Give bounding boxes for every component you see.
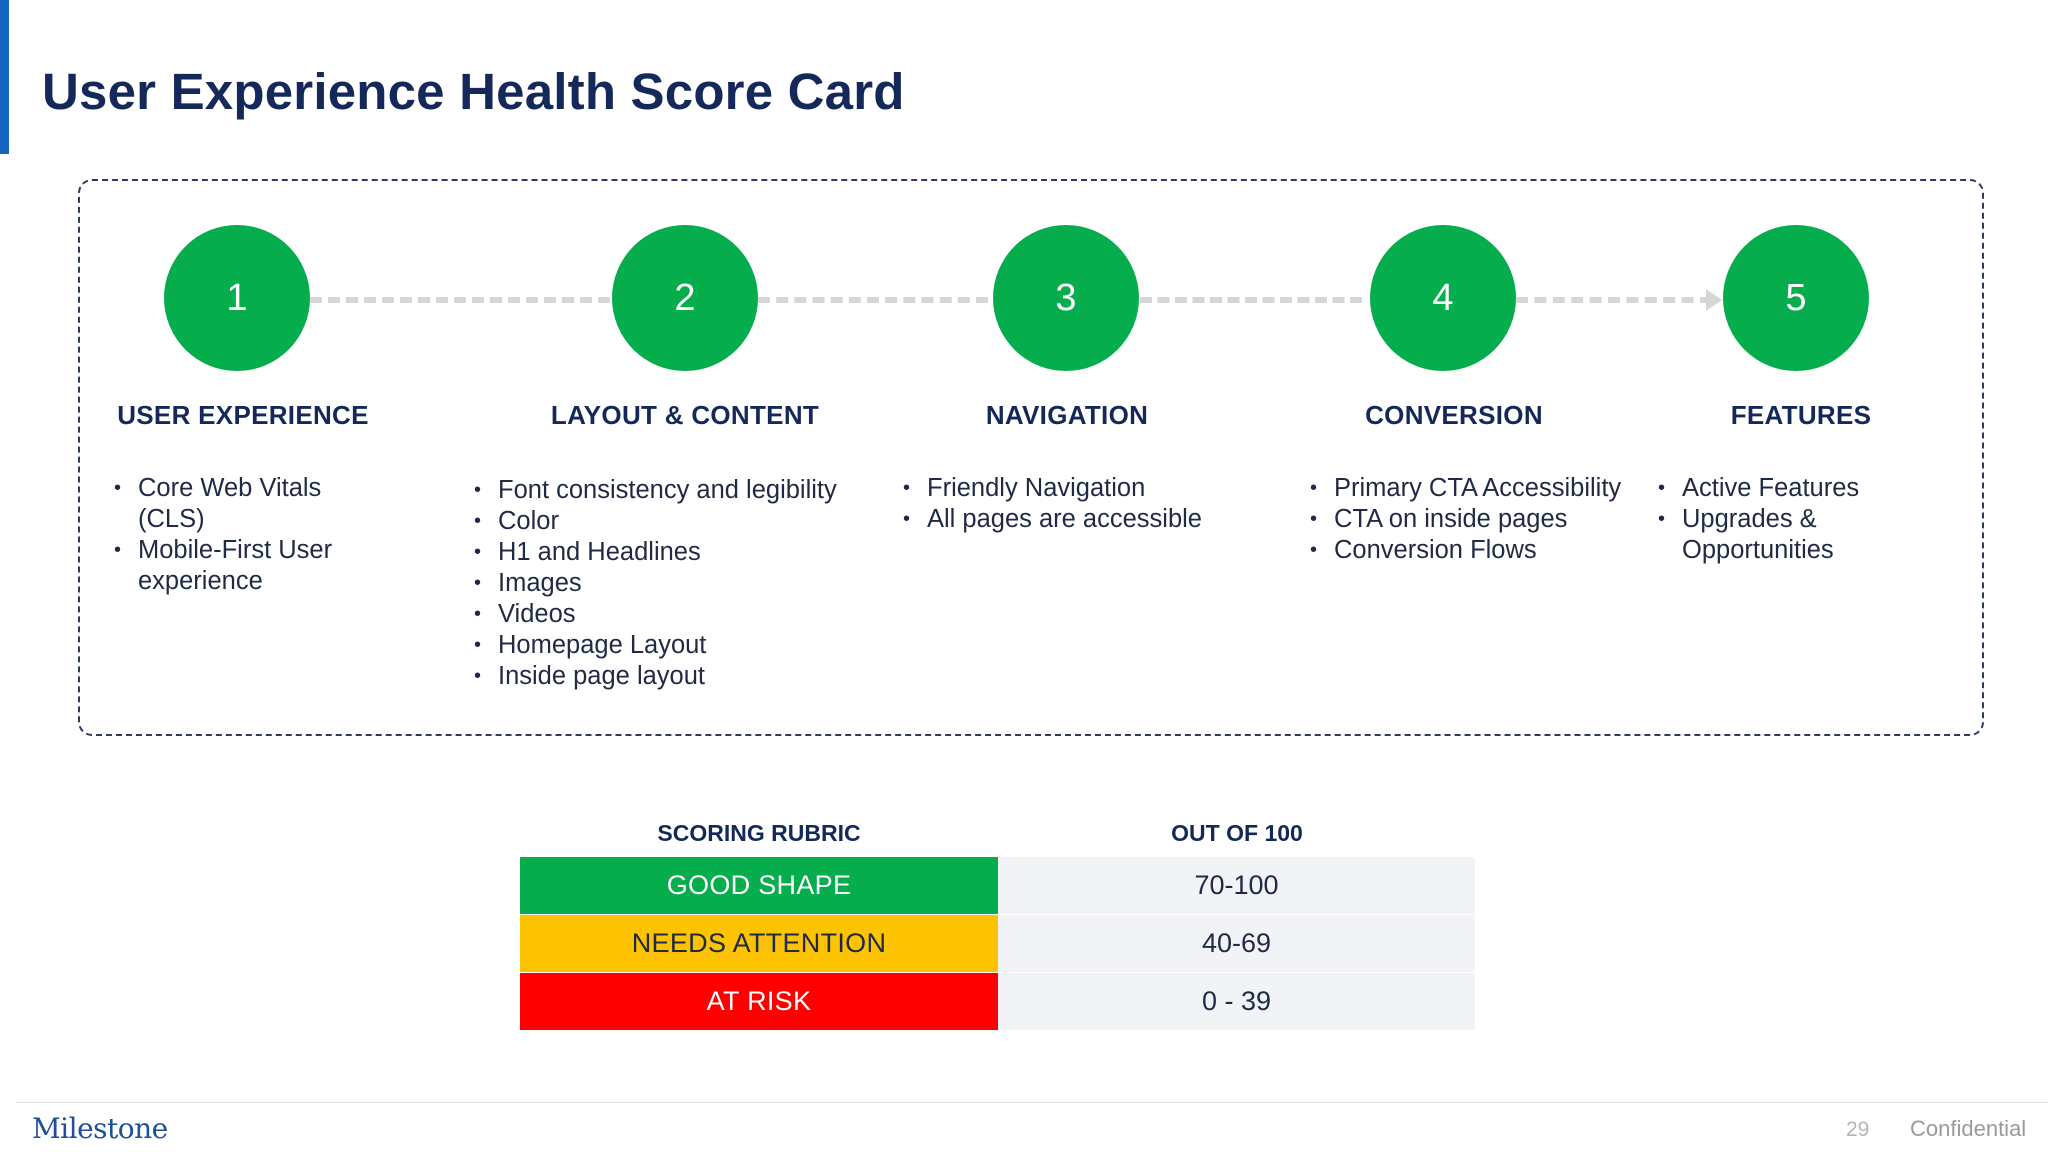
- rubric-row-attention: NEEDS ATTENTION 40-69: [520, 914, 1475, 972]
- rubric-range-cell: 0 - 39: [998, 973, 1475, 1030]
- footer-divider: [16, 1102, 2048, 1103]
- step-5-circle: 5: [1723, 225, 1869, 371]
- bullet-item: All pages are accessible: [903, 504, 1263, 535]
- bullet-item: Homepage Layout: [474, 630, 874, 661]
- connector-1-2: [310, 297, 610, 303]
- connector-3-4: [1140, 297, 1362, 303]
- bullet-item: Mobile-First User experience: [114, 535, 374, 597]
- step-2-title: LAYOUT & CONTENT: [550, 400, 820, 430]
- scoring-rubric-table: GOOD SHAPE 70-100 NEEDS ATTENTION 40-69 …: [520, 857, 1475, 1030]
- milestone-logo: Milestone: [32, 1112, 168, 1145]
- page-number: 29: [1846, 1118, 1870, 1141]
- bullet-item: Upgrades & Opportunities: [1658, 504, 1898, 566]
- step-5-title: FEATURES: [1730, 400, 1872, 430]
- bullet-item: Inside page layout: [474, 661, 874, 692]
- arrow-right-icon: [1706, 289, 1722, 311]
- step-2-circle: 2: [612, 225, 758, 371]
- step-3-bullets: Friendly Navigation All pages are access…: [903, 473, 1263, 535]
- steps-frame: [78, 179, 1984, 736]
- step-4-title: CONVERSION: [1365, 400, 1543, 430]
- step-4-bullets: Primary CTA Accessibility CTA on inside …: [1310, 473, 1650, 566]
- rubric-label-cell: NEEDS ATTENTION: [520, 915, 998, 972]
- connector-4-5: [1516, 297, 1712, 303]
- confidential-label: Confidential: [1910, 1116, 2027, 1141]
- page-title: User Experience Health Score Card: [42, 63, 905, 120]
- bullet-item: Conversion Flows: [1310, 535, 1650, 566]
- bullet-item: H1 and Headlines: [474, 537, 874, 568]
- step-4-circle: 4: [1370, 225, 1516, 371]
- rubric-range-cell: 40-69: [998, 915, 1475, 972]
- step-1-bullets: Core Web Vitals (CLS) Mobile-First User …: [114, 473, 374, 597]
- bullet-item: Color: [474, 506, 874, 537]
- bullet-item: Active Features: [1658, 473, 1898, 504]
- bullet-item: Friendly Navigation: [903, 473, 1263, 504]
- bullet-item: Videos: [474, 599, 874, 630]
- step-3-title: NAVIGATION: [985, 400, 1149, 430]
- bullet-item: Core Web Vitals (CLS): [114, 473, 374, 535]
- bullet-item: Primary CTA Accessibility: [1310, 473, 1650, 504]
- step-1-title: USER EXPERIENCE: [117, 400, 369, 430]
- rubric-header-label: SCORING RUBRIC: [657, 820, 861, 846]
- bullet-item: Font consistency and legibility: [474, 475, 874, 506]
- rubric-row-good: GOOD SHAPE 70-100: [520, 857, 1475, 914]
- connector-2-3: [758, 297, 988, 303]
- rubric-header-range: OUT OF 100: [1171, 820, 1303, 846]
- title-accent-bar: [0, 0, 9, 154]
- rubric-label-cell: AT RISK: [520, 973, 998, 1030]
- step-2-bullets: Font consistency and legibility Color H1…: [474, 475, 874, 692]
- step-5-bullets: Active Features Upgrades & Opportunities: [1658, 473, 1898, 566]
- rubric-row-risk: AT RISK 0 - 39: [520, 972, 1475, 1030]
- bullet-item: Images: [474, 568, 874, 599]
- step-1-circle: 1: [164, 225, 310, 371]
- step-3-circle: 3: [993, 225, 1139, 371]
- rubric-range-cell: 70-100: [998, 857, 1475, 914]
- bullet-item: CTA on inside pages: [1310, 504, 1650, 535]
- rubric-label-cell: GOOD SHAPE: [520, 857, 998, 914]
